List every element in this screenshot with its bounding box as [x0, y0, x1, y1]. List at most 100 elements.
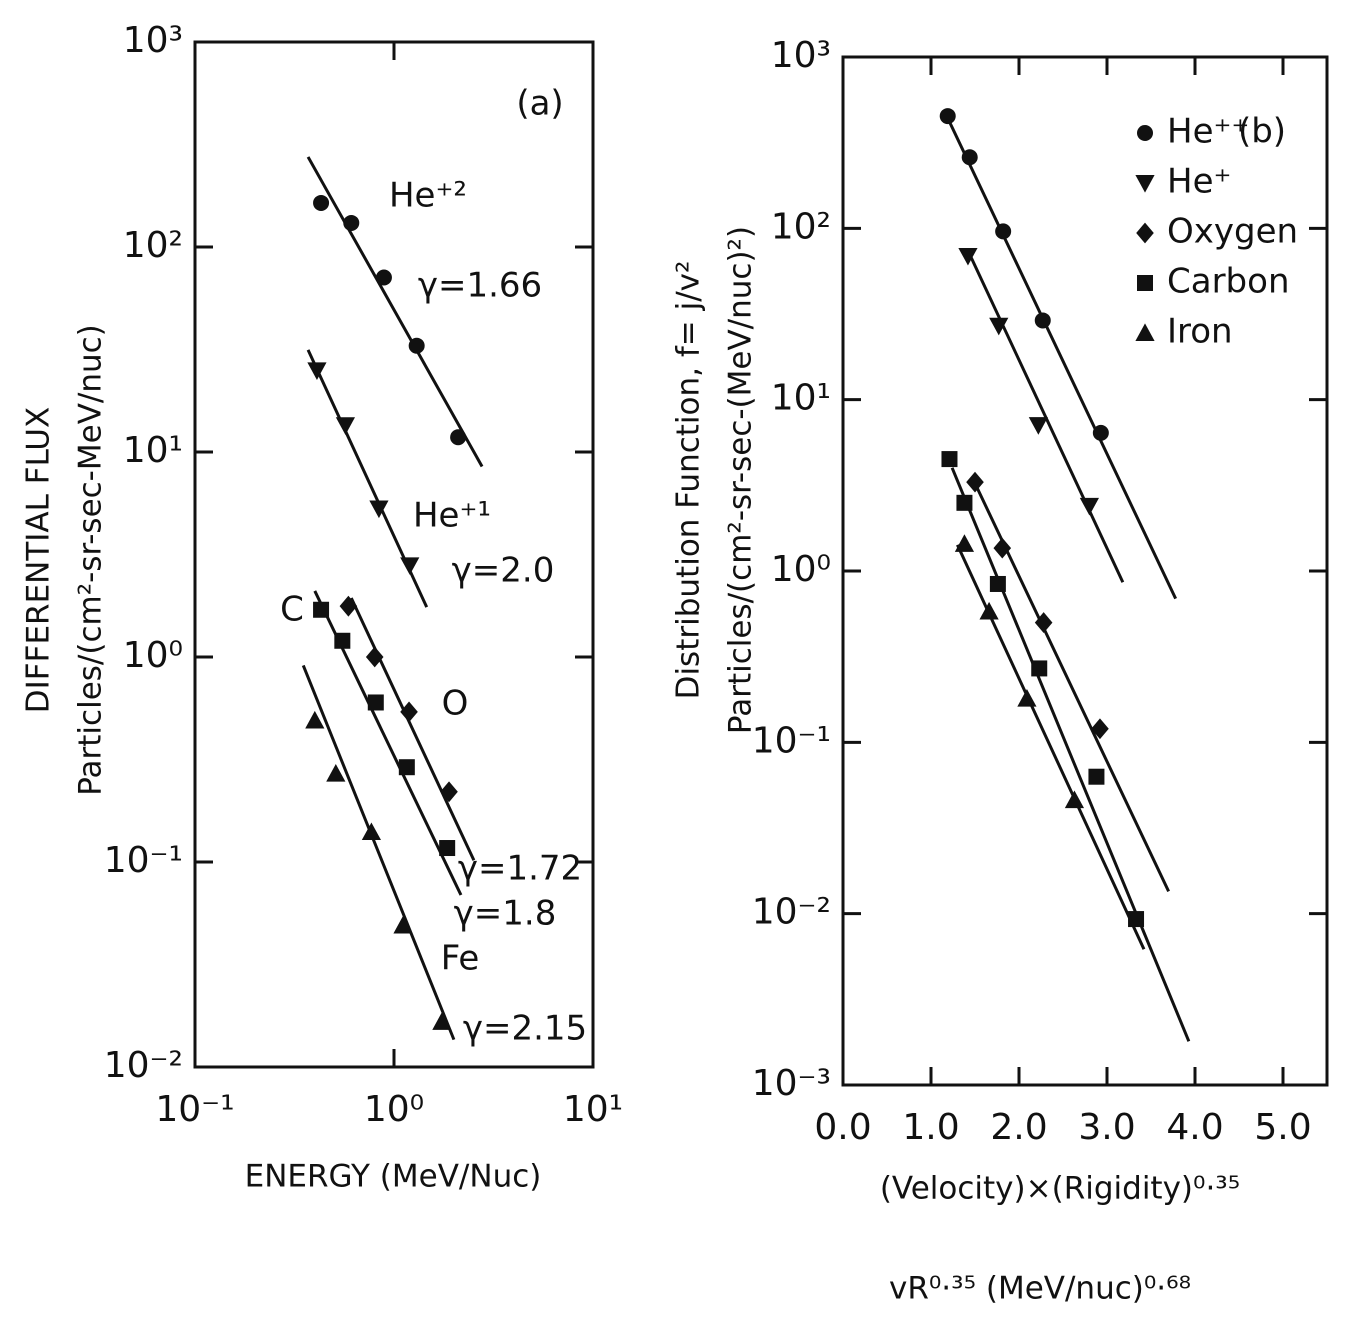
- annotation: (a): [516, 84, 563, 124]
- y-tick-label: 10⁻³: [752, 1063, 831, 1104]
- series-label: Fe: [441, 939, 480, 979]
- marker: [1064, 790, 1085, 809]
- y-tick-label: 10⁰: [123, 635, 183, 676]
- marker: [400, 557, 420, 575]
- x-axis-label: (Velocity)×(Rigidity)⁰·³⁵: [880, 1171, 1240, 1207]
- y-axis-label: Particles/(cm²-sr-sec-MeV/nuc): [73, 324, 109, 796]
- x-tick-label: 10⁻¹: [155, 1089, 234, 1130]
- x-axis-label: vR⁰·³⁵ (MeV/nuc)⁰·⁶⁸: [889, 1271, 1191, 1307]
- x-tick-label: 4.0: [1166, 1107, 1223, 1148]
- marker: [1034, 612, 1053, 633]
- marker: [954, 534, 975, 552]
- legend-label: He⁺: [1167, 162, 1231, 202]
- marker: [367, 694, 384, 711]
- legend-label: Oxygen: [1167, 212, 1298, 252]
- marker: [1079, 497, 1099, 516]
- marker: [369, 500, 389, 519]
- fit-line: [965, 248, 1125, 583]
- marker: [961, 149, 978, 166]
- marker: [1092, 424, 1109, 441]
- marker: [313, 194, 330, 211]
- marker: [1017, 688, 1037, 707]
- legend-marker: [1135, 175, 1155, 193]
- legend-marker: [1136, 222, 1154, 244]
- x-tick-label: 5.0: [1254, 1107, 1311, 1148]
- x-tick-label: 3.0: [1078, 1107, 1135, 1148]
- annotation: γ=1.66: [418, 266, 542, 306]
- legend-label: Carbon: [1167, 262, 1290, 302]
- annotation: γ=2.15: [463, 1009, 587, 1049]
- marker: [305, 710, 325, 729]
- y-tick-label: 10¹: [771, 378, 831, 419]
- x-axis-label: ENERGY (MeV/Nuc): [245, 1159, 542, 1195]
- marker: [1088, 768, 1105, 785]
- marker: [343, 214, 360, 231]
- fit-line: [946, 117, 1177, 600]
- legend-label: Iron: [1167, 312, 1233, 352]
- y-tick-label: 10³: [123, 20, 183, 61]
- y-axis-label: Distribution Function, f= j/v²: [671, 261, 707, 700]
- y-tick-label: 10⁰: [771, 549, 831, 590]
- marker: [393, 915, 413, 934]
- series-label: He⁺¹: [413, 496, 491, 536]
- marker: [958, 247, 978, 266]
- marker: [339, 595, 358, 617]
- marker: [307, 362, 327, 381]
- marker: [450, 429, 467, 446]
- marker: [1091, 718, 1109, 740]
- y-tick-label: 10²: [123, 225, 183, 266]
- x-tick-label: 0.0: [814, 1107, 871, 1148]
- y-tick-label: 10²: [771, 206, 831, 247]
- marker: [361, 822, 382, 841]
- y-axis-label: DIFFERENTIAL FLUX: [21, 407, 57, 713]
- marker: [334, 632, 351, 649]
- series-label: C: [280, 590, 304, 630]
- x-tick-label: 2.0: [990, 1107, 1047, 1148]
- fit-line: [349, 597, 476, 861]
- marker: [365, 646, 384, 668]
- marker: [1028, 417, 1048, 435]
- legend-marker: [1137, 275, 1153, 291]
- y-tick-label: 10⁻¹: [104, 840, 183, 881]
- marker: [375, 269, 392, 286]
- y-tick-label: 10³: [771, 35, 831, 76]
- marker: [966, 471, 984, 493]
- annotation: (b): [1238, 112, 1286, 152]
- marker: [335, 417, 356, 435]
- marker: [313, 601, 330, 618]
- marker: [408, 337, 425, 354]
- fit-line: [301, 664, 456, 1041]
- x-tick-label: 10⁰: [364, 1089, 424, 1130]
- y-tick-label: 10⁻²: [752, 892, 831, 933]
- marker: [439, 840, 456, 857]
- series-label: He⁺²: [389, 176, 467, 216]
- marker: [1034, 312, 1051, 329]
- fit-line: [306, 156, 484, 468]
- marker: [398, 759, 415, 776]
- marker: [326, 763, 346, 782]
- marker: [993, 537, 1012, 559]
- marker: [432, 1012, 452, 1030]
- marker: [989, 317, 1009, 336]
- marker: [400, 701, 418, 723]
- y-tick-label: 10⁻²: [104, 1045, 183, 1086]
- fit-line: [956, 544, 1146, 950]
- marker: [989, 575, 1006, 592]
- marker: [995, 223, 1012, 240]
- marker: [939, 108, 956, 125]
- marker: [956, 494, 973, 511]
- marker: [1031, 660, 1048, 677]
- y-tick-label: 10¹: [123, 430, 183, 471]
- legend-marker: [1137, 125, 1153, 141]
- y-tick-label: 10⁻¹: [752, 720, 831, 761]
- legend-label: He⁺⁺: [1167, 112, 1249, 152]
- x-tick-label: 1.0: [902, 1107, 959, 1148]
- series-label: O: [442, 684, 469, 724]
- x-tick-label: 10¹: [563, 1089, 623, 1130]
- marker: [440, 781, 458, 803]
- annotation: γ=2.0: [452, 551, 555, 591]
- y-axis-label: Particles/(cm²-sr-sec-(MeV/nuc)²): [723, 226, 759, 734]
- annotation: γ=1.8: [454, 894, 557, 934]
